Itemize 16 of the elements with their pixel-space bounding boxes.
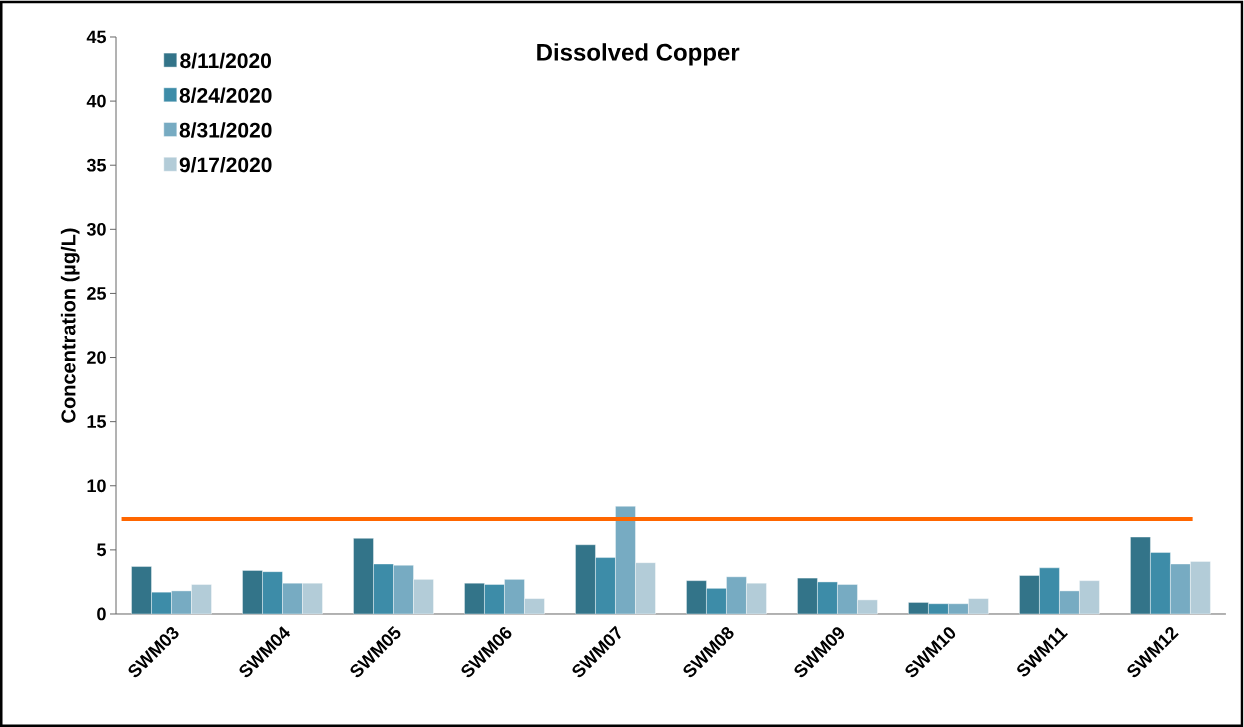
legend-label: 8/11/2020: [180, 52, 271, 69]
legend-label: 8/31/2020: [179, 122, 272, 138]
y-tick-label: 40: [86, 94, 106, 108]
legend-label: 9/17/2020: [179, 156, 272, 173]
y-tick-label: 15: [87, 415, 106, 428]
chart-title: Dissolved Copper: [537, 43, 740, 66]
y-tick-label: 25: [87, 287, 106, 300]
y-tick-label: 10: [87, 479, 106, 493]
legend-label: 8/24/2020: [179, 87, 272, 104]
y-tick-label: 5: [97, 543, 106, 557]
y-axis-title: Concentration (µg/L): [60, 228, 80, 423]
y-tick-label: 45: [86, 30, 106, 44]
y-tick-label: 0: [97, 607, 106, 621]
y-tick-label: 35: [86, 158, 106, 172]
y-tick-label: 30: [86, 222, 106, 236]
y-tick-label: 20: [87, 351, 106, 364]
